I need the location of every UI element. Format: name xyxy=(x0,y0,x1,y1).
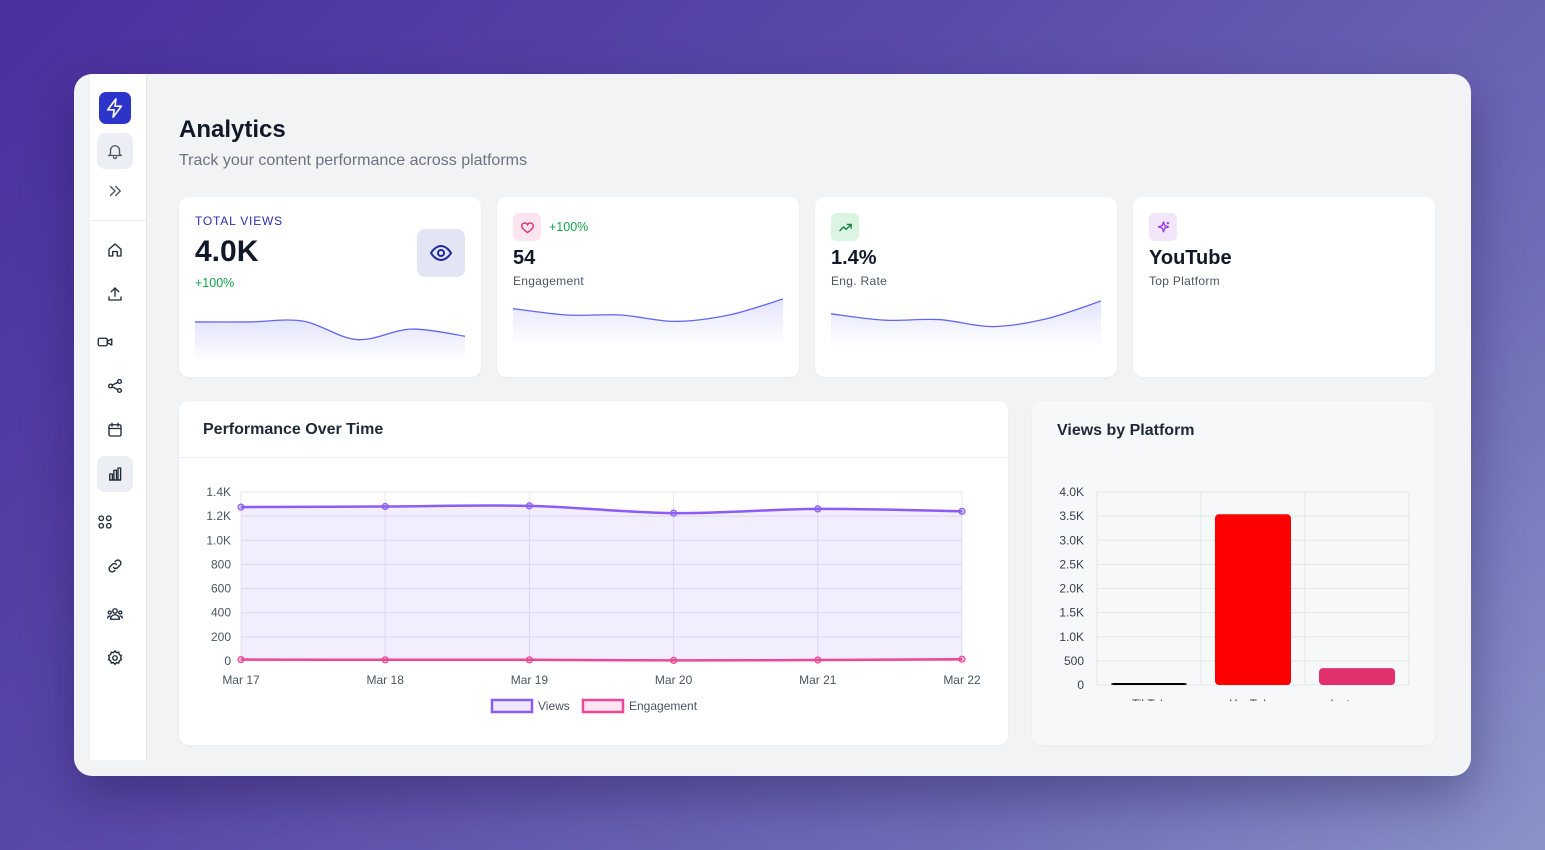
apps-grid-icon[interactable] xyxy=(87,504,123,540)
top-platform-label: Top Platform xyxy=(1149,274,1220,288)
x-tick-label: Mar 17 xyxy=(222,673,260,687)
engagement-card: +100% 54 Engagement xyxy=(497,197,799,377)
bar-youtube xyxy=(1215,514,1291,685)
bar-chart-icon[interactable] xyxy=(97,456,133,492)
y-tick-label: 0 xyxy=(224,654,231,668)
total-views-change: +100% xyxy=(195,276,235,290)
users-icon[interactable] xyxy=(97,596,133,632)
total-views-card: TOTAL VIEWS 4.0K +100% xyxy=(179,197,481,377)
bell-icon[interactable] xyxy=(97,133,133,169)
eng-rate-label: Eng. Rate xyxy=(831,274,888,288)
upload-icon[interactable] xyxy=(97,276,133,312)
sparkline-line xyxy=(195,319,465,341)
sidebar xyxy=(90,74,147,760)
engagement-change: +100% xyxy=(549,220,589,234)
sidebar-divider xyxy=(90,220,147,221)
panel-divider xyxy=(179,457,1008,458)
page-subtitle: Track your content performance across pl… xyxy=(179,152,527,169)
y-tick-label: 800 xyxy=(211,557,231,571)
y-tick-label: 400 xyxy=(211,606,231,620)
platform-title: Views by Platform xyxy=(1057,422,1195,439)
x-tick-label: Mar 19 xyxy=(511,673,549,687)
engagement-label: Engagement xyxy=(513,274,585,288)
performance-line-chart: 0 200 400 600 800 1.0K 1.2K 1.4K Mar 17 Mar 18 Mar… xyxy=(206,485,981,714)
y-tick-label: 3.5K xyxy=(1059,509,1084,523)
y-tick-label: 1.0K xyxy=(1059,630,1084,644)
engagement-point xyxy=(525,656,533,664)
page-title: Analytics xyxy=(179,116,286,143)
sparkline-area xyxy=(195,319,465,362)
bolt-logo-icon[interactable] xyxy=(99,92,131,124)
chevrons-right-icon[interactable] xyxy=(97,173,133,209)
bar-tiktok xyxy=(1111,683,1187,685)
x-tick-label: Mar 22 xyxy=(943,673,981,687)
y-tick-label: 2.5K xyxy=(1059,557,1084,571)
link-icon[interactable] xyxy=(97,548,133,584)
y-tick-label: 1.2K xyxy=(206,509,231,523)
engagement-point xyxy=(958,655,966,663)
trending-up-icon xyxy=(831,213,859,241)
performance-title: Performance Over Time xyxy=(203,421,384,438)
settings-icon[interactable] xyxy=(97,640,133,676)
views-point xyxy=(381,502,389,511)
engagement-sparkline xyxy=(513,298,783,345)
legend-label: Engagement xyxy=(629,699,698,713)
views-point xyxy=(814,505,822,513)
total-views-value: 4.0K xyxy=(195,235,259,268)
sparkles-icon xyxy=(1149,213,1177,241)
views-line xyxy=(240,504,963,515)
engagement-point xyxy=(814,656,822,664)
sparkline-area xyxy=(513,299,783,345)
heart-icon xyxy=(513,213,541,241)
engagement-value: 54 xyxy=(513,247,536,269)
top-platform-card: YouTube Top Platform xyxy=(1133,197,1435,377)
eng-rate-card: 1.4% Eng. Rate xyxy=(815,197,1117,377)
engagement-point xyxy=(381,656,389,664)
legend-swatch xyxy=(490,698,534,714)
x-tick-label: YouTube xyxy=(1229,697,1276,701)
eye-icon xyxy=(417,229,465,277)
x-tick-label: TikTok xyxy=(1132,697,1167,701)
y-tick-label: 200 xyxy=(211,630,231,644)
engagement-line xyxy=(240,657,963,662)
views-point xyxy=(670,509,678,517)
platform-panel: Views by Platform 0 500 1.0K 1.5K 2.0K 2.5K 3.… xyxy=(1032,401,1435,745)
y-tick-label: 2.0K xyxy=(1059,582,1084,596)
engagement-point xyxy=(237,655,245,664)
views-point xyxy=(237,503,245,511)
legend-label: Views xyxy=(538,699,570,713)
engagement-point xyxy=(670,656,678,664)
app-window: Analytics Track your content performance… xyxy=(74,74,1471,776)
home-icon[interactable] xyxy=(97,232,133,268)
total-views-sparkline xyxy=(195,319,465,362)
y-tick-label: 600 xyxy=(211,582,231,596)
eng-rate-sparkline xyxy=(831,300,1101,347)
y-tick-label: 1.0K xyxy=(206,533,231,547)
platform-bar-chart: 0 500 1.0K 1.5K 2.0K 2.5K 3.0K 3.5K 4.0K TikTok Yo… xyxy=(1059,485,1410,701)
y-tick-label: 3.0K xyxy=(1059,533,1084,547)
x-tick-label: Mar 20 xyxy=(655,673,693,687)
views-point xyxy=(525,502,533,510)
x-tick-label: Instagram xyxy=(1330,697,1383,701)
x-tick-label: Mar 18 xyxy=(367,673,405,687)
y-tick-label: 1.4K xyxy=(206,485,231,499)
total-views-label: TOTAL VIEWS xyxy=(195,214,283,228)
views-point xyxy=(958,507,966,515)
x-tick-label: Mar 21 xyxy=(799,673,837,687)
top-platform-value: YouTube xyxy=(1149,247,1232,269)
sparkline-line xyxy=(831,300,1101,328)
eng-rate-value: 1.4% xyxy=(831,247,877,269)
performance-panel: Performance Over Time 0 200 400 600 800 1.0K 1… xyxy=(179,401,1008,745)
y-tick-label: 1.5K xyxy=(1059,606,1084,620)
sparkline-line xyxy=(513,298,783,323)
views-area xyxy=(241,505,962,661)
calendar-icon[interactable] xyxy=(97,412,133,448)
y-tick-label: 4.0K xyxy=(1059,485,1084,499)
bar-instagram xyxy=(1319,668,1395,685)
legend-swatch xyxy=(581,698,625,714)
share-icon[interactable] xyxy=(97,368,133,404)
y-tick-label: 0 xyxy=(1077,678,1084,692)
video-icon[interactable] xyxy=(87,324,123,360)
y-tick-label: 500 xyxy=(1064,654,1084,668)
